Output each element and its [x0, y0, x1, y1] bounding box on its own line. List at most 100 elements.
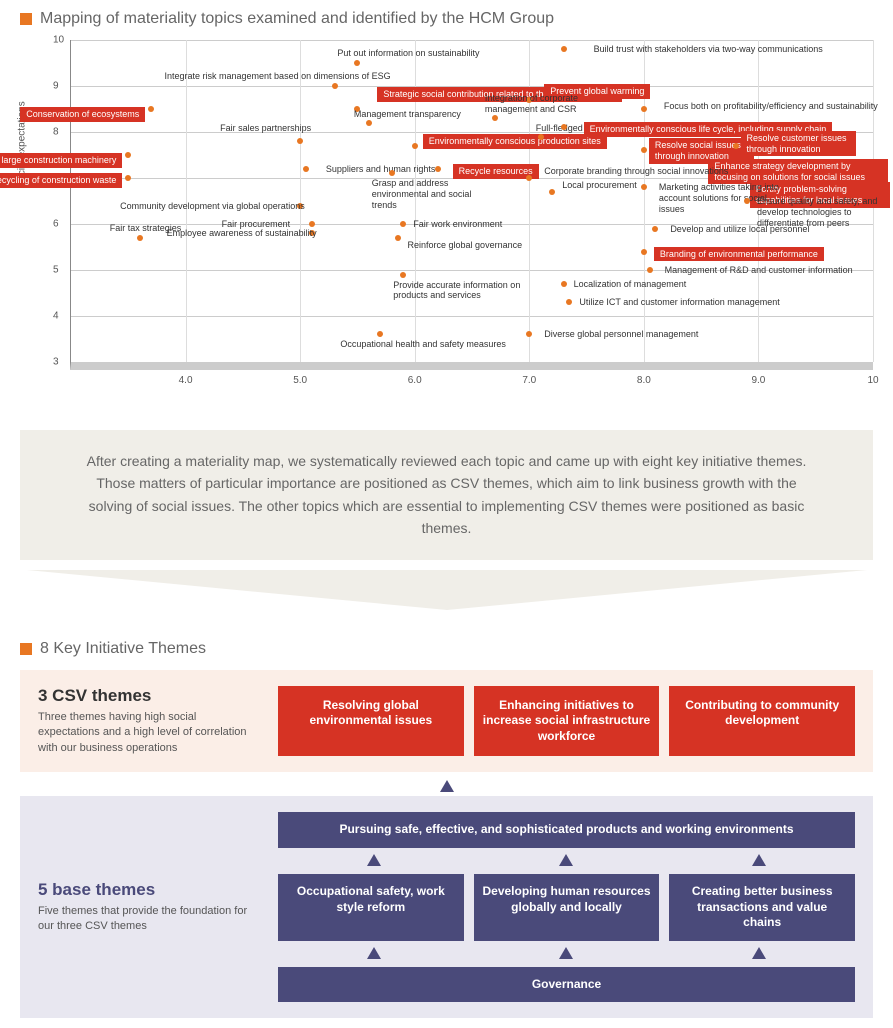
themes-header: 8 Key Initiative Themes	[20, 640, 873, 658]
x-tick: 4.0	[179, 375, 193, 386]
csv-themes-block: 3 CSV themes Three themes having high so…	[20, 670, 873, 773]
chart-label: Provide accurate information on products…	[393, 280, 523, 302]
chart-label: Localization of management	[574, 279, 687, 290]
chart-label: Enhance strategy development by focusing…	[708, 159, 888, 185]
chart-point	[641, 147, 647, 153]
chart-header: Mapping of materiality topics examined a…	[20, 10, 873, 28]
chart-label: Reinforce global governance	[408, 240, 523, 251]
x-tick: 5.0	[293, 375, 307, 386]
base-desc: Five themes that provide the foundation …	[38, 904, 258, 935]
base-theme-box: Creating better business transactions an…	[669, 874, 855, 941]
csv-desc: Three themes having high social expectat…	[38, 710, 258, 756]
chart-point	[566, 299, 572, 305]
base-boxes: Pursuing safe, effective, and sophistica…	[278, 812, 855, 1002]
x-tick: 9.0	[751, 375, 765, 386]
chart-title: Mapping of materiality topics examined a…	[40, 10, 554, 28]
chart-point	[412, 143, 418, 149]
base-themes-block: 5 base themes Five themes that provide t…	[20, 796, 873, 1018]
base-mid-row: Occupational safety, work style reformDe…	[278, 874, 855, 941]
chart-point	[744, 198, 750, 204]
chart-label: Fair work environment	[413, 219, 502, 230]
chart-point	[137, 235, 143, 241]
chart-label: Occupational health and safety measures	[340, 339, 506, 350]
chart-point	[561, 124, 567, 130]
chart-label: Proper disposal and recycling of constru…	[0, 173, 122, 188]
arrow-row	[278, 947, 855, 961]
chart-point	[125, 175, 131, 181]
base-theme-box: Occupational safety, work style reform	[278, 874, 464, 941]
chart-point	[733, 143, 739, 149]
base-heading: 5 base themes	[38, 880, 258, 900]
chart-label: Curb GHG emissions from the transport of…	[0, 153, 122, 168]
chart-label: Focus both on profitability/efficiency a…	[664, 101, 878, 112]
y-tick: 10	[53, 35, 64, 46]
y-tick: 8	[53, 127, 59, 138]
chart-label: Management of R&D and customer informati…	[665, 265, 853, 276]
bullet-icon	[20, 643, 32, 655]
themes-title: 8 Key Initiative Themes	[40, 640, 206, 658]
chart-label: Develop and utilize local personnel	[670, 224, 809, 235]
materiality-chart: Social expectations 3456789104.05.06.07.…	[50, 40, 873, 410]
chart-label: Build trust with stakeholders via two-wa…	[594, 44, 823, 55]
chart-label: Put out information on sustainability	[337, 48, 479, 59]
csv-theme-box: Contributing to community development	[669, 686, 855, 757]
chart-point	[395, 235, 401, 241]
chart-area: 3456789104.05.06.07.08.09.010Conservatio…	[70, 40, 873, 370]
arrow-row	[278, 854, 855, 868]
arrow-down-icon	[27, 570, 867, 610]
chart-label: Integration of corporate management and …	[485, 93, 605, 115]
y-tick: 5	[53, 265, 59, 276]
chart-point	[377, 331, 383, 337]
chart-label: Diverse global personnel management	[544, 329, 698, 340]
chart-point	[492, 115, 498, 121]
chart-label: Resolve customer issues through innovati…	[741, 131, 856, 157]
x-tick: 7.0	[522, 375, 536, 386]
chart-point	[354, 60, 360, 66]
chart-label: Fair sales partnerships	[220, 123, 311, 134]
chart-label: Employee awareness of sustainability	[167, 228, 317, 239]
csv-left: 3 CSV themes Three themes having high so…	[38, 686, 258, 756]
chart-point	[647, 267, 653, 273]
chart-point	[561, 281, 567, 287]
up-arrow-icon	[367, 854, 381, 866]
csv-heading: 3 CSV themes	[38, 686, 258, 706]
chart-point	[389, 170, 395, 176]
chart-label: Conservation of ecosystems	[20, 107, 145, 122]
chart-point	[526, 175, 532, 181]
base-box-top: Pursuing safe, effective, and sophistica…	[278, 812, 855, 848]
chart-point	[148, 106, 154, 112]
chart-label: Utilize ICT and customer information man…	[579, 297, 779, 308]
description-box: After creating a materiality map, we sys…	[20, 430, 873, 560]
bullet-icon	[20, 13, 32, 25]
y-tick: 6	[53, 219, 59, 230]
chart-point	[366, 120, 372, 126]
up-arrow-icon	[559, 854, 573, 866]
y-tick: 3	[53, 357, 59, 368]
chart-point	[641, 184, 647, 190]
up-arrow-icon	[367, 947, 381, 959]
mid-arrow	[20, 780, 873, 792]
chart-point	[435, 166, 441, 172]
csv-theme-box: Resolving global environmental issues	[278, 686, 464, 757]
chart-label: Local procurement	[562, 180, 637, 191]
y-tick: 9	[53, 81, 59, 92]
chart-point	[297, 138, 303, 144]
chart-label: Environmentally conscious production sit…	[423, 134, 607, 149]
chart-point	[641, 249, 647, 255]
y-tick: 4	[53, 311, 59, 322]
up-arrow-icon	[752, 854, 766, 866]
chart-label: Management transparency	[354, 109, 461, 120]
chart-point	[400, 272, 406, 278]
up-arrow-icon	[440, 780, 454, 792]
chart-label: Community development via global operati…	[120, 201, 305, 212]
chart-point	[641, 106, 647, 112]
chart-point	[309, 221, 315, 227]
csv-theme-box: Enhancing initiatives to increase social…	[474, 686, 660, 757]
x-tick: 8.0	[637, 375, 651, 386]
description-text: After creating a materiality map, we sys…	[87, 453, 807, 536]
chart-point	[400, 221, 406, 227]
base-box-bottom: Governance	[278, 967, 855, 1003]
chart-point	[303, 166, 309, 172]
chart-label: Branding of environmental performance	[654, 247, 824, 262]
chart-label: Integrate risk management based on dimen…	[165, 71, 391, 82]
